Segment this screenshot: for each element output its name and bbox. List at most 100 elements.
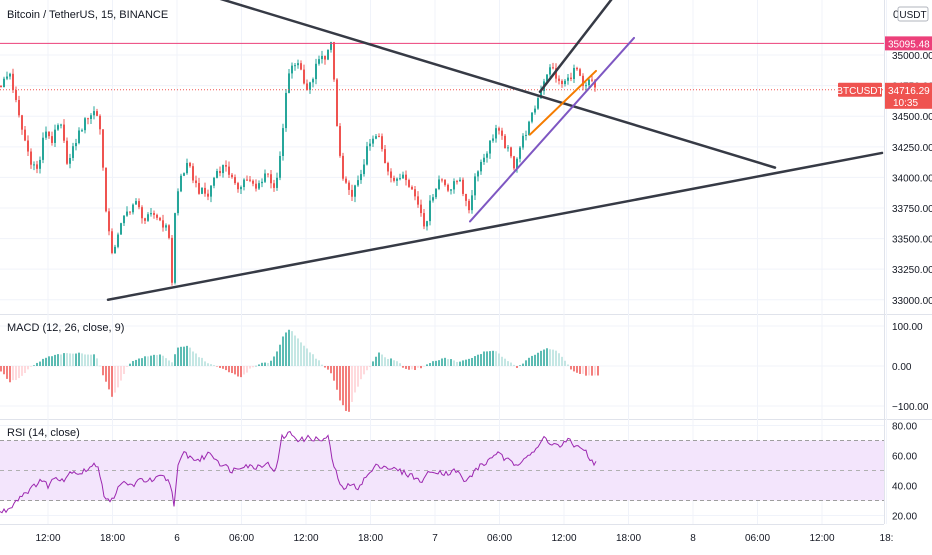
macd-bar (153, 354, 155, 366)
price-axis-tick-label: 33500.00 (892, 235, 932, 246)
macd-bar (225, 366, 227, 371)
macd-bar (195, 353, 197, 366)
candle-body (402, 174, 404, 179)
time-axis[interactable]: 12:00 18:00 6 06:00 12:00 18:00 7 06:00 12:00 18:… (35, 533, 893, 544)
time-axis-tick-label: 6 (174, 533, 180, 544)
macd-bar (129, 363, 131, 366)
candle-body (171, 237, 173, 283)
macd-bar (306, 348, 308, 366)
candle-body (399, 178, 401, 180)
macd-bar (63, 353, 65, 366)
candle-body (51, 136, 53, 143)
macd-bar (186, 345, 188, 366)
trendlines[interactable] (106, 0, 884, 302)
macd-bar (369, 366, 371, 368)
macd-bar (303, 345, 305, 366)
candle-body (519, 147, 521, 159)
macd-bar (354, 366, 356, 393)
candle-body (321, 55, 323, 60)
candle-body (384, 149, 386, 164)
lower-support-line[interactable] (106, 151, 884, 302)
macd-bar (243, 366, 245, 375)
candle-body (150, 213, 152, 215)
rsi-title[interactable]: RSI (14, close) (7, 427, 80, 439)
currency-button[interactable] (897, 6, 929, 22)
macd-bar (480, 354, 482, 366)
macd-bar (114, 366, 116, 393)
macd-bar (552, 349, 554, 366)
macd-bar (39, 361, 41, 366)
candle-body (0, 85, 2, 88)
macd-bar (432, 361, 434, 366)
orange-line[interactable] (529, 69, 597, 136)
candle-body (381, 136, 383, 150)
macd-bar (561, 356, 563, 366)
macd-bar (399, 363, 401, 366)
time-axis-tick-label: 06:00 (487, 533, 512, 544)
steep-line[interactable] (538, 0, 613, 94)
candle-body (522, 135, 524, 148)
symbol-badge (838, 82, 882, 97)
macd-bar (531, 355, 533, 366)
candle-body (414, 189, 416, 197)
candle-body (333, 42, 335, 80)
macd-bar (144, 356, 146, 366)
candle-body (336, 79, 338, 127)
macd-bar (273, 356, 275, 366)
macd-bar (54, 354, 56, 366)
time-axis-tick-label: 12:00 (35, 533, 60, 544)
price-axis-tick-label: 33000.00 (892, 296, 932, 307)
countdown-text: 10:35 (893, 98, 918, 109)
candle-body (204, 187, 206, 194)
time-axis-tick-label: 7 (432, 533, 438, 544)
candle-body (345, 178, 347, 183)
candle-body (84, 118, 86, 131)
candle-body (276, 177, 278, 188)
macd-bar (453, 360, 455, 366)
candle-body (45, 131, 47, 138)
candle-body (462, 179, 464, 194)
candle-body (549, 67, 551, 75)
candle-body (243, 179, 245, 188)
macd-bar (450, 359, 452, 366)
candle-body (474, 176, 476, 196)
purple-line[interactable] (469, 36, 635, 223)
macd-bar (579, 366, 581, 374)
candle-body (288, 73, 290, 93)
candle-body (501, 130, 503, 136)
candle-body (219, 170, 221, 174)
macd-bar (9, 366, 11, 383)
descending-line[interactable] (219, 0, 777, 169)
macd-bar (426, 364, 428, 366)
candle-body (444, 179, 446, 185)
candle-body (30, 151, 32, 165)
macd-bar (567, 364, 569, 366)
rsi-axis-tick-label: 40.00 (892, 482, 917, 493)
macd-bar (429, 363, 431, 366)
main-chart-title[interactable]: Bitcoin / TetherUS, 15, BINANCE (7, 9, 168, 21)
candle-body (315, 63, 317, 80)
macd-bar (45, 357, 47, 366)
candle-body (156, 214, 158, 218)
candle-body (555, 68, 557, 79)
macd-axis-tick-label: 100.00 (892, 322, 923, 333)
currency-label[interactable]: USDT (899, 10, 926, 21)
rsi-band (0, 440, 884, 501)
macd-bar (120, 366, 122, 381)
candle-body (96, 111, 98, 116)
candle-body (24, 129, 26, 141)
macd-bar (447, 359, 449, 366)
macd-bar (69, 353, 71, 366)
macd-title[interactable]: MACD (12, 26, close, 9) (7, 322, 124, 334)
macd-bar (402, 366, 404, 368)
time-axis-tick-label: 12:00 (551, 533, 576, 544)
macd-bar (435, 360, 437, 366)
candle-body (378, 136, 380, 138)
candle-body (465, 193, 467, 201)
candle-body (240, 187, 242, 190)
candle-body (357, 180, 359, 186)
candle-body (207, 193, 209, 197)
macd-bar (291, 331, 293, 366)
